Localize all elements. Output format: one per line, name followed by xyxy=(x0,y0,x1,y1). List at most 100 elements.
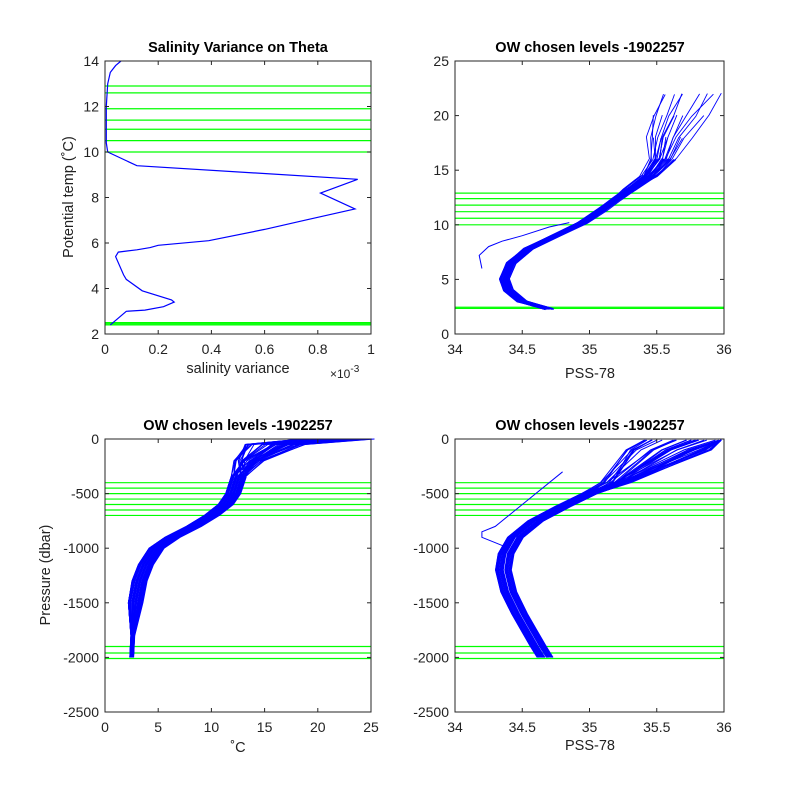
y-tick-label: -1500 xyxy=(413,595,449,611)
profile-line xyxy=(495,439,722,658)
y-tick-label: 2 xyxy=(91,326,99,342)
anomalous-profile-line xyxy=(478,222,570,269)
profile-line xyxy=(509,439,722,658)
x-tick-label: 35 xyxy=(582,341,598,357)
profile-line xyxy=(507,439,677,658)
y-tick-label: 14 xyxy=(83,53,99,69)
profile-line xyxy=(132,438,367,658)
x-tick-label: 15 xyxy=(257,719,273,735)
panel3-title: OW chosen levels -1902257 xyxy=(143,418,332,434)
x-tick-label: 0 xyxy=(101,719,109,735)
x-tick-label: 5 xyxy=(154,719,162,735)
profile-line xyxy=(504,159,675,309)
profile-line xyxy=(505,439,676,658)
profile-line xyxy=(502,439,722,658)
panel4-xlabel: PSS-78 xyxy=(565,738,615,754)
x-tick-label: 35.5 xyxy=(643,341,670,357)
y-tick-label: -1000 xyxy=(413,540,449,556)
y-tick-label: 12 xyxy=(83,99,99,115)
panel4-plot-area xyxy=(455,439,724,660)
panel1-x-exponent: ×10-3 xyxy=(330,364,360,381)
y-tick-label: -2500 xyxy=(413,704,449,720)
profile-line xyxy=(503,115,675,310)
profile-line xyxy=(507,93,700,310)
profile-line xyxy=(495,439,722,658)
y-tick-label: -1500 xyxy=(63,595,99,611)
profile-line xyxy=(500,93,714,310)
panel1-x-exponent-base: ×10 xyxy=(330,367,351,381)
profile-line xyxy=(506,439,687,658)
panel1-plot-area xyxy=(105,60,371,326)
panel3-xlabel: ˚C xyxy=(230,740,245,756)
profile-line xyxy=(132,438,351,658)
panel-salinity-variance: Salinity Variance on Theta 0 0.2 0.4 0.6 0.8… xyxy=(61,40,375,381)
panel1-x-exponent-power: -3 xyxy=(350,364,359,375)
panel-pressure-temperature: OW chosen levels -1902257 0 5 10 15 20 25 -250… xyxy=(38,418,379,756)
x-tick-label: 36 xyxy=(716,341,732,357)
panel2-plot-area xyxy=(455,92,724,311)
y-tick-label: 15 xyxy=(433,162,449,178)
x-tick-label: 35 xyxy=(582,719,598,735)
y-tick-label: 6 xyxy=(91,235,99,251)
x-tick-label: 35.5 xyxy=(643,719,670,735)
y-tick-label: 0 xyxy=(91,431,99,447)
panel3-ylabel: Pressure (dbar) xyxy=(38,525,54,626)
y-tick-label: -2000 xyxy=(413,649,449,665)
profile-line xyxy=(508,158,675,310)
x-tick-label: 10 xyxy=(204,719,220,735)
profile-line xyxy=(131,438,375,658)
panel3-ticks: 0 5 10 15 20 25 -2500 -2000 -1500 -1000 -500 0 xyxy=(63,431,379,735)
y-tick-label: 8 xyxy=(91,190,99,206)
panel-pressure-salinity: OW chosen levels -1902257 34 34.5 35 35.5 36… xyxy=(413,418,732,754)
profile-line xyxy=(496,439,722,658)
x-tick-label: 34 xyxy=(447,341,463,357)
x-tick-label: 34 xyxy=(447,719,463,735)
panel1-xlabel: salinity variance xyxy=(186,361,289,377)
panel1-title: Salinity Variance on Theta xyxy=(148,40,329,56)
x-tick-label: 0.8 xyxy=(308,341,328,357)
profile-line xyxy=(502,176,651,310)
y-tick-label: -500 xyxy=(71,486,99,502)
x-tick-label: 34.5 xyxy=(509,341,536,357)
y-tick-label: 0 xyxy=(441,326,449,342)
panel2-axes-box xyxy=(454,60,725,335)
variance-series-line xyxy=(105,60,358,326)
profile-line xyxy=(502,439,722,658)
panel2-ticks: 34 34.5 35 35.5 36 0 5 10 15 20 25 xyxy=(433,53,732,357)
profile-line xyxy=(503,93,664,309)
panel4-axes-box xyxy=(454,438,725,713)
panel4-title: OW chosen levels -1902257 xyxy=(495,418,684,434)
profile-line xyxy=(499,439,663,658)
profile-line xyxy=(503,159,677,310)
x-tick-label: 20 xyxy=(310,719,326,735)
y-tick-label: 0 xyxy=(441,431,449,447)
profile-line xyxy=(500,93,683,311)
panel1-ylabel: Potential temp (˚C) xyxy=(61,136,77,258)
profile-line xyxy=(499,94,666,310)
panel2-xlabel: PSS-78 xyxy=(565,366,615,382)
y-tick-label: -1000 xyxy=(63,540,99,556)
panel3-plot-area xyxy=(105,438,375,660)
profile-line xyxy=(132,438,373,658)
y-tick-label: 20 xyxy=(433,108,449,124)
y-tick-label: 5 xyxy=(441,271,449,287)
profile-line xyxy=(508,174,657,310)
panel3-axes-box xyxy=(104,438,372,713)
panel4-ticks: 34 34.5 35 35.5 36 -2500 -2000 -1500 -1000 -500 0 xyxy=(413,431,732,735)
y-tick-label: 25 xyxy=(433,53,449,69)
profile-line xyxy=(499,94,675,310)
profile-line xyxy=(505,439,698,658)
x-tick-label: 0.6 xyxy=(255,341,275,357)
profile-line xyxy=(130,438,361,658)
x-tick-label: 0.4 xyxy=(202,341,222,357)
y-tick-label: -2500 xyxy=(63,704,99,720)
x-tick-label: 36 xyxy=(716,719,732,735)
x-tick-label: 25 xyxy=(363,719,379,735)
panel2-title: OW chosen levels -1902257 xyxy=(495,40,684,56)
profile-line xyxy=(130,438,341,658)
x-tick-label: 34.5 xyxy=(509,719,536,735)
y-tick-label: 10 xyxy=(433,217,449,233)
anomalous-profile-line xyxy=(481,471,563,549)
